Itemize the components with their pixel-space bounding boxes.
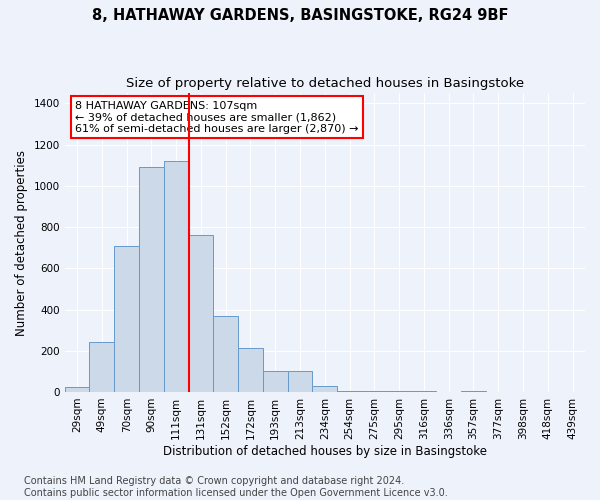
Bar — [214, 316, 238, 392]
Bar — [287, 372, 313, 392]
Bar — [164, 161, 188, 392]
Title: Size of property relative to detached houses in Basingstoke: Size of property relative to detached ho… — [126, 78, 524, 90]
Bar — [387, 391, 412, 392]
Bar — [337, 391, 362, 392]
Bar — [263, 372, 287, 392]
Bar — [412, 391, 436, 392]
Text: Contains HM Land Registry data © Crown copyright and database right 2024.
Contai: Contains HM Land Registry data © Crown c… — [24, 476, 448, 498]
Bar — [238, 348, 263, 392]
Bar — [461, 391, 486, 392]
Bar — [188, 236, 214, 392]
Bar — [313, 386, 337, 392]
Bar — [114, 246, 139, 392]
Bar — [89, 342, 114, 392]
Bar — [139, 168, 164, 392]
Bar — [362, 391, 387, 392]
Text: 8, HATHAWAY GARDENS, BASINGSTOKE, RG24 9BF: 8, HATHAWAY GARDENS, BASINGSTOKE, RG24 9… — [92, 8, 508, 22]
X-axis label: Distribution of detached houses by size in Basingstoke: Distribution of detached houses by size … — [163, 444, 487, 458]
Bar — [65, 387, 89, 392]
Y-axis label: Number of detached properties: Number of detached properties — [15, 150, 28, 336]
Text: 8 HATHAWAY GARDENS: 107sqm
← 39% of detached houses are smaller (1,862)
61% of s: 8 HATHAWAY GARDENS: 107sqm ← 39% of deta… — [75, 100, 359, 134]
